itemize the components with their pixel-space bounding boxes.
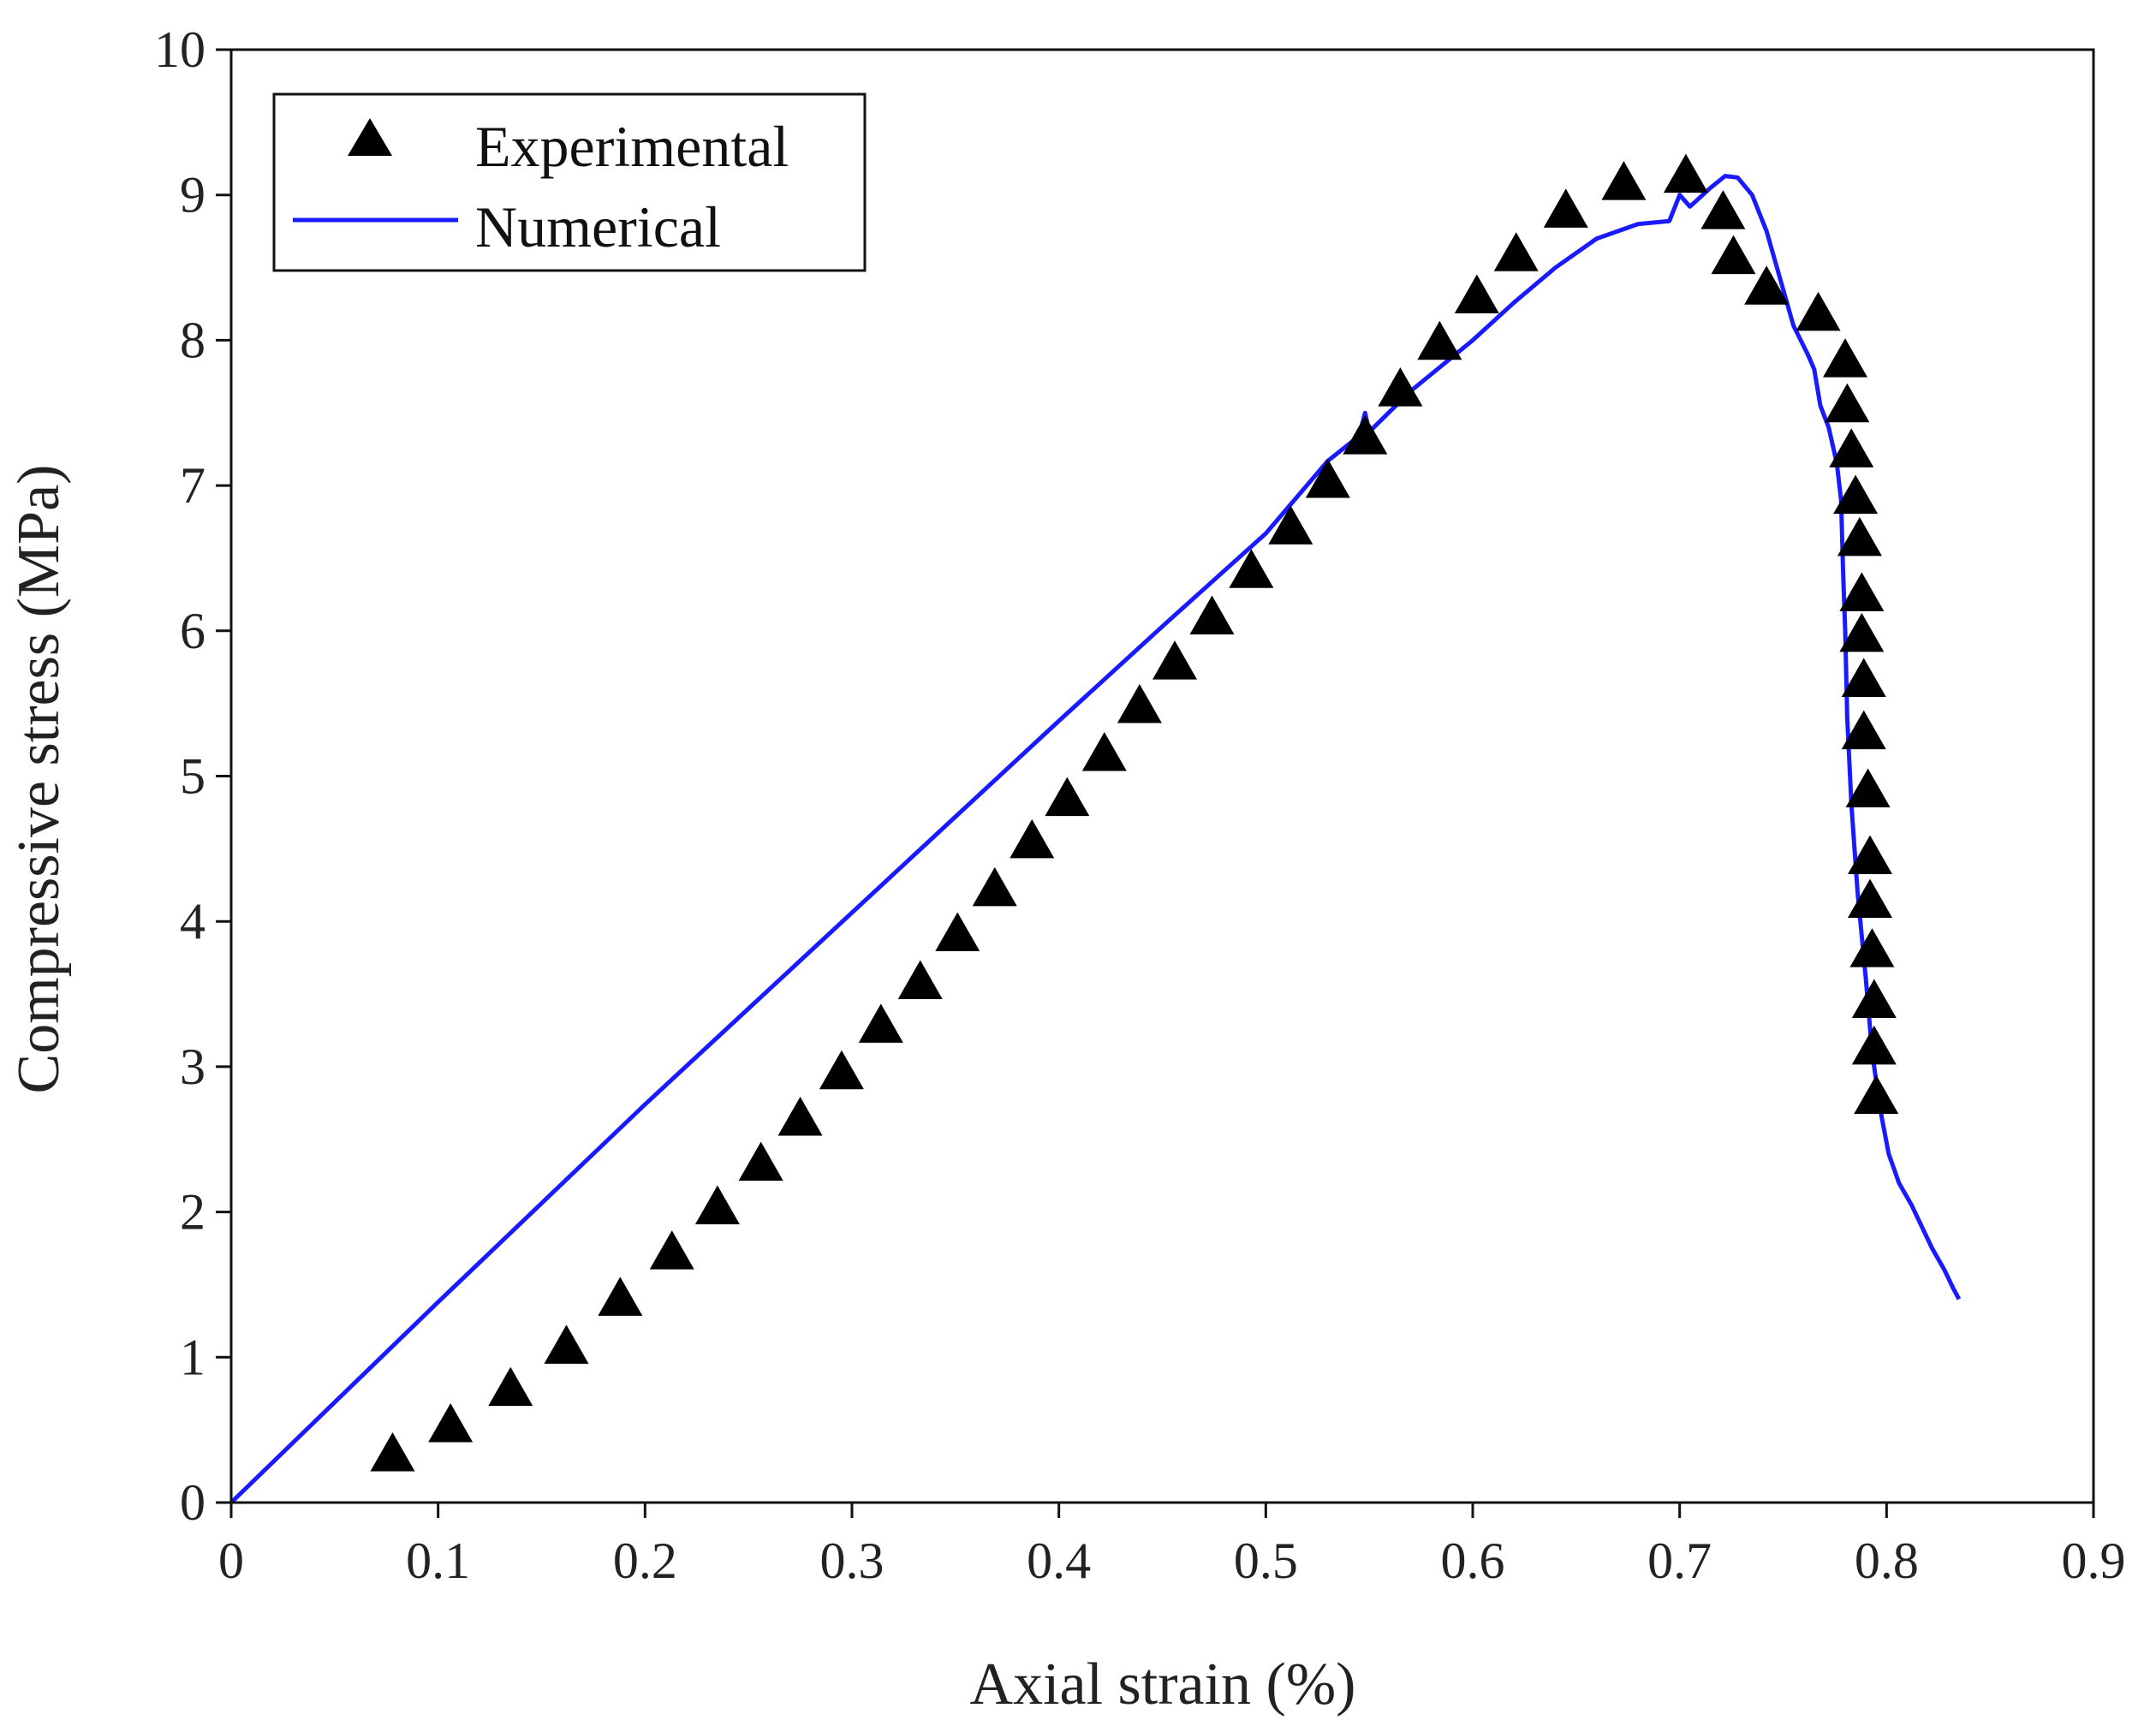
legend: Experimental Numerical xyxy=(272,92,867,272)
experimental-point xyxy=(1744,265,1790,305)
y-tick-label: 0 xyxy=(180,1474,205,1531)
experimental-point xyxy=(1229,549,1274,588)
experimental-point xyxy=(1839,572,1885,611)
legend-experimental-marker xyxy=(348,118,392,156)
experimental-point xyxy=(1045,777,1090,817)
experimental-point xyxy=(1152,640,1197,680)
experimental-point xyxy=(1851,979,1897,1019)
experimental-point xyxy=(1825,383,1870,423)
experimental-point xyxy=(1829,428,1874,467)
experimental-point xyxy=(858,1003,903,1043)
experimental-point xyxy=(1848,835,1892,875)
experimental-point xyxy=(370,1431,415,1472)
y-tick-label: 9 xyxy=(180,167,205,223)
experimental-point xyxy=(1845,768,1891,807)
experimental-point xyxy=(1305,459,1350,498)
y-tick-label: 3 xyxy=(180,1039,205,1095)
experimental-point xyxy=(1601,161,1647,200)
experimental-point xyxy=(488,1366,533,1407)
y-axis-title: Compressive stress (MPa) xyxy=(6,465,72,1094)
experimental-point xyxy=(1841,658,1886,697)
y-tick-label: 4 xyxy=(180,893,205,949)
y-tick-label: 6 xyxy=(180,603,205,659)
experimental-point xyxy=(1833,474,1879,515)
experimental-point xyxy=(1796,291,1841,331)
experimental-point xyxy=(1268,505,1313,545)
legend-numerical-label: Numerical xyxy=(475,194,721,259)
experimental-point xyxy=(1663,153,1708,193)
experimental-point xyxy=(972,866,1017,907)
experimental-point xyxy=(1848,878,1892,918)
numerical-series-line xyxy=(229,174,1962,1504)
experimental-point xyxy=(777,1096,823,1136)
experimental-point xyxy=(1849,928,1895,967)
experimental-point xyxy=(1711,235,1756,275)
x-tick-label: 0.7 xyxy=(1647,1533,1712,1589)
experimental-point xyxy=(1454,274,1499,313)
experimental-point xyxy=(1378,367,1423,407)
x-tick-label: 0.2 xyxy=(613,1533,677,1589)
experimental-point xyxy=(1851,1025,1897,1065)
experimental-point xyxy=(738,1141,783,1181)
x-tick-label: 0.5 xyxy=(1234,1533,1298,1589)
experimental-point xyxy=(1081,732,1127,771)
x-tick-label: 0.9 xyxy=(2062,1533,2126,1589)
experimental-point xyxy=(1854,1074,1899,1115)
experimental-point xyxy=(544,1324,589,1364)
experimental-point xyxy=(649,1230,694,1270)
experimental-point xyxy=(1343,415,1388,455)
y-tick-label: 8 xyxy=(180,312,205,368)
experimental-point xyxy=(1700,190,1746,229)
experimental-point xyxy=(819,1050,864,1090)
x-tick-label: 0 xyxy=(218,1533,244,1589)
y-tick-label: 2 xyxy=(180,1184,205,1241)
experimental-point xyxy=(1493,232,1539,271)
experimental-point xyxy=(1010,818,1055,859)
x-tick-label: 0.6 xyxy=(1441,1533,1505,1589)
experimental-point xyxy=(428,1403,473,1443)
experimental-point xyxy=(1543,188,1588,228)
y-tick-label: 1 xyxy=(180,1329,205,1385)
experimental-point xyxy=(694,1185,740,1225)
x-tick-label: 0.4 xyxy=(1027,1533,1091,1589)
x-axis-title: Axial strain (%) xyxy=(970,1652,1356,1717)
plot-area xyxy=(229,153,1962,1504)
experimental-point xyxy=(1823,338,1867,378)
x-tick-label: 0.1 xyxy=(406,1533,470,1589)
x-tick-label: 0.8 xyxy=(1855,1533,1919,1589)
experimental-point xyxy=(1837,516,1882,557)
experimental-point xyxy=(1841,710,1886,750)
y-tick-label: 10 xyxy=(154,21,205,78)
experimental-point xyxy=(1417,320,1462,360)
legend-experimental-label: Experimental xyxy=(475,114,789,179)
experimental-point xyxy=(598,1277,643,1316)
experimental-point xyxy=(1117,684,1162,723)
experimental-point xyxy=(1839,612,1885,652)
y-tick-label: 7 xyxy=(180,457,205,514)
x-tick-label: 0.3 xyxy=(820,1533,884,1589)
experimental-point xyxy=(1189,595,1235,635)
y-tick-label: 5 xyxy=(180,748,205,805)
axes: 0 0.1 0.2 0.3 0.4 0.5 0.6 0.7 0.8 0.9 0 1 2 3 4 5 6 7 8 9 10 xyxy=(154,21,2126,1589)
experimental-point xyxy=(935,912,980,951)
experimental-point xyxy=(897,960,943,999)
